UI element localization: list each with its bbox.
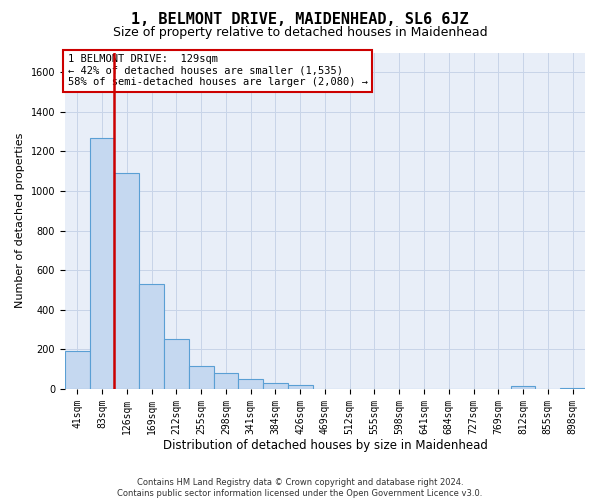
Bar xyxy=(164,340,189,389)
Bar xyxy=(288,385,313,389)
Bar xyxy=(115,173,139,389)
Bar xyxy=(560,388,585,389)
Text: 1 BELMONT DRIVE:  129sqm
← 42% of detached houses are smaller (1,535)
58% of sem: 1 BELMONT DRIVE: 129sqm ← 42% of detache… xyxy=(68,54,368,88)
Bar xyxy=(89,138,115,389)
Bar xyxy=(214,373,238,389)
Text: Contains HM Land Registry data © Crown copyright and database right 2024.
Contai: Contains HM Land Registry data © Crown c… xyxy=(118,478,482,498)
Bar xyxy=(189,366,214,389)
X-axis label: Distribution of detached houses by size in Maidenhead: Distribution of detached houses by size … xyxy=(163,440,487,452)
Bar xyxy=(238,379,263,389)
Bar xyxy=(263,383,288,389)
Text: 1, BELMONT DRIVE, MAIDENHEAD, SL6 6JZ: 1, BELMONT DRIVE, MAIDENHEAD, SL6 6JZ xyxy=(131,12,469,28)
Bar xyxy=(511,386,535,389)
Bar xyxy=(139,284,164,389)
Text: Size of property relative to detached houses in Maidenhead: Size of property relative to detached ho… xyxy=(113,26,487,39)
Y-axis label: Number of detached properties: Number of detached properties xyxy=(15,133,25,308)
Bar xyxy=(65,352,89,389)
